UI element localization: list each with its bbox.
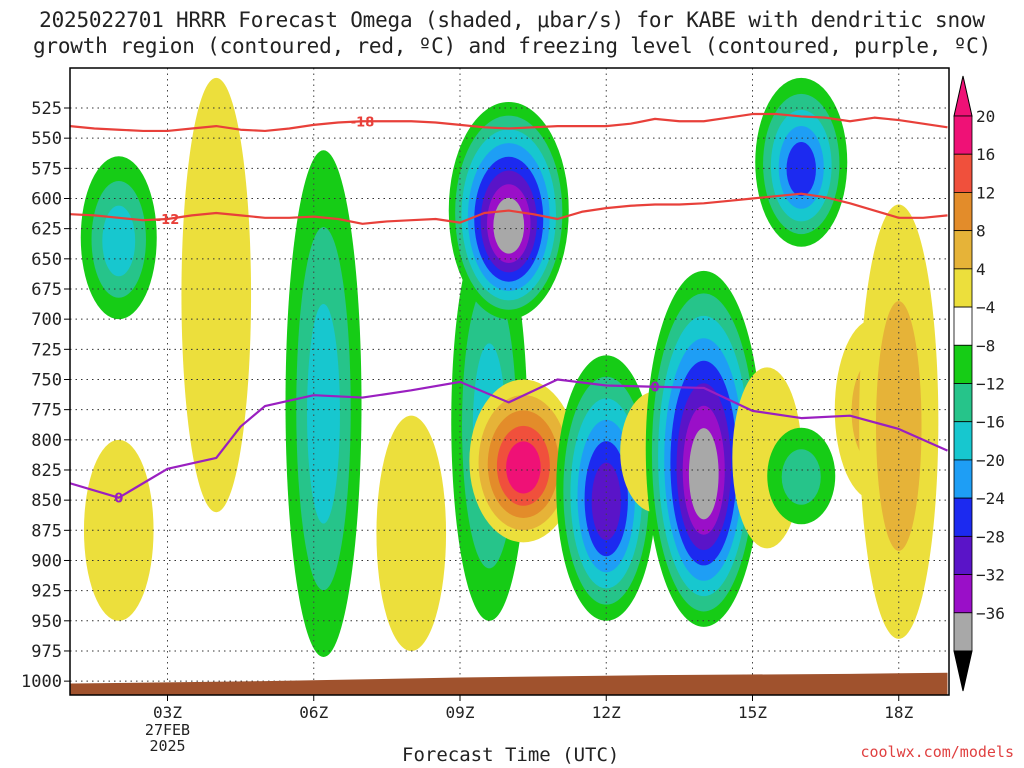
- y-tick-label: 900: [31, 551, 62, 571]
- omega-shading: [80, 77, 939, 658]
- colorbar-label: −8: [976, 336, 995, 355]
- y-tick-label: 850: [31, 491, 62, 511]
- colorbar-bin: [953, 421, 973, 461]
- colorbar-bin: [953, 268, 973, 308]
- omega-feature: [767, 427, 836, 525]
- y-tick-label: 700: [31, 310, 62, 330]
- y-tick-label: 825: [31, 461, 62, 481]
- omega-contour-fill: [493, 197, 525, 254]
- colorbar-bin: [953, 115, 973, 155]
- credit-text: coolwx.com/models: [860, 743, 1014, 761]
- contour-line-dgz: [70, 192, 948, 225]
- omega-feature: [285, 150, 362, 658]
- grid-lines: [70, 68, 949, 695]
- colorbar-bin: [953, 192, 973, 232]
- colorbar-label: −32: [976, 566, 1005, 585]
- colorbar-bin: [953, 535, 973, 575]
- contour-line-freezing: [70, 378, 948, 499]
- colorbar-bottom-arrow: [953, 650, 973, 692]
- omega-feature: [376, 415, 447, 651]
- omega-feature: [83, 439, 154, 621]
- colorbar-label: 20: [976, 107, 995, 126]
- colorbar-bin: [953, 574, 973, 614]
- contour-label: 0: [114, 492, 123, 507]
- colorbar-label: 4: [976, 260, 986, 279]
- y-tick-label: 1000: [21, 672, 62, 692]
- omega-contour-fill: [688, 428, 719, 520]
- omega-contour-fill: [786, 142, 816, 197]
- x-tick-sublabel: 2025: [149, 737, 185, 755]
- colorbar-bin: [953, 497, 973, 537]
- x-tick-label: 18Z: [884, 703, 913, 722]
- colorbar-bin: [953, 153, 973, 193]
- y-tick-label: 725: [31, 340, 62, 360]
- x-tick-label: 15Z: [738, 703, 767, 722]
- y-tick-label: 875: [31, 521, 62, 541]
- contour-label: -18: [351, 115, 375, 130]
- colorbar-bin: [953, 612, 973, 652]
- y-tick-label: 975: [31, 642, 62, 662]
- ground-fill: [70, 672, 948, 695]
- y-tick-label: 800: [31, 431, 62, 451]
- contour-lines: -18 -12 0 0: [70, 112, 948, 507]
- omega-feature: [448, 101, 569, 320]
- omega-contour-fill: [181, 77, 252, 513]
- colorbar-label: −16: [976, 413, 1005, 432]
- omega-feature: [755, 77, 848, 247]
- x-tick-sublabel: 27FEB: [145, 721, 190, 739]
- colorbar-bin: [953, 383, 973, 423]
- colorbar-label: 16: [976, 145, 995, 164]
- y-tick-label: 650: [31, 250, 62, 270]
- y-tick-label: 525: [31, 99, 62, 119]
- omega-contour-fill: [102, 205, 136, 277]
- omega-contour-fill: [506, 441, 541, 494]
- colorbar-label: 8: [976, 222, 986, 241]
- y-tick-label: 925: [31, 582, 62, 602]
- axes: 525 550 575 600 625 650 675 700 725 750 775 800 825 8…: [21, 99, 914, 755]
- x-tick-label: 09Z: [446, 703, 475, 722]
- y-tick-label: 600: [31, 189, 62, 209]
- y-tick-label: 675: [31, 280, 62, 300]
- y-tick-label: 625: [31, 220, 62, 240]
- x-tick-label: 03Z: [153, 703, 182, 722]
- colorbar-label: −24: [976, 489, 1005, 508]
- colorbar-label: −12: [976, 375, 1005, 394]
- omega-contour-fill: [781, 449, 821, 505]
- ground-surface: [70, 672, 948, 695]
- omega-contour-fill: [591, 462, 621, 541]
- colorbar-bin: [953, 306, 973, 346]
- omega-feature: [181, 77, 252, 513]
- y-tick-label: 550: [31, 129, 62, 149]
- omega-feature: [469, 379, 578, 543]
- omega-contour-fill: [376, 415, 447, 651]
- colorbar-bin: [953, 344, 973, 384]
- y-tick-label: 750: [31, 370, 62, 390]
- plot-frame: [69, 67, 950, 696]
- colorbar-label: −28: [976, 527, 1005, 546]
- omega-contour-fill: [83, 439, 154, 621]
- colorbar-top-arrow: [953, 75, 973, 117]
- x-axis-title: Forecast Time (UTC): [402, 744, 620, 766]
- omega-contour-fill: [307, 303, 340, 524]
- colorbar-label: −4: [976, 298, 995, 317]
- colorbar-label: −20: [976, 451, 1005, 470]
- contour-label: -12: [156, 213, 180, 228]
- chart-title-line1: 2025022701 HRRR Forecast Omega (shaded, …: [39, 8, 985, 32]
- colorbar-bin: [953, 459, 973, 499]
- x-tick-label: 06Z: [299, 703, 328, 722]
- contour-label: 0: [650, 381, 659, 396]
- colorbar-bin: [953, 230, 973, 270]
- colorbar: 20 16 12 8 4 −4 −8 −12 −16 −20 −24 −28 −32 −36: [953, 75, 1005, 692]
- colorbar-label: −36: [976, 604, 1005, 623]
- contour-line-dgz: [70, 112, 948, 133]
- chart-title-line2: growth region (contoured, red, ºC) and f…: [32, 34, 992, 58]
- omega-feature: [645, 270, 762, 627]
- x-tick-label: 12Z: [592, 703, 621, 722]
- colorbar-label: 12: [976, 183, 995, 202]
- y-tick-label: 775: [31, 401, 62, 421]
- y-tick-label: 575: [31, 159, 62, 179]
- omega-feature: [80, 156, 157, 320]
- y-tick-label: 950: [31, 612, 62, 632]
